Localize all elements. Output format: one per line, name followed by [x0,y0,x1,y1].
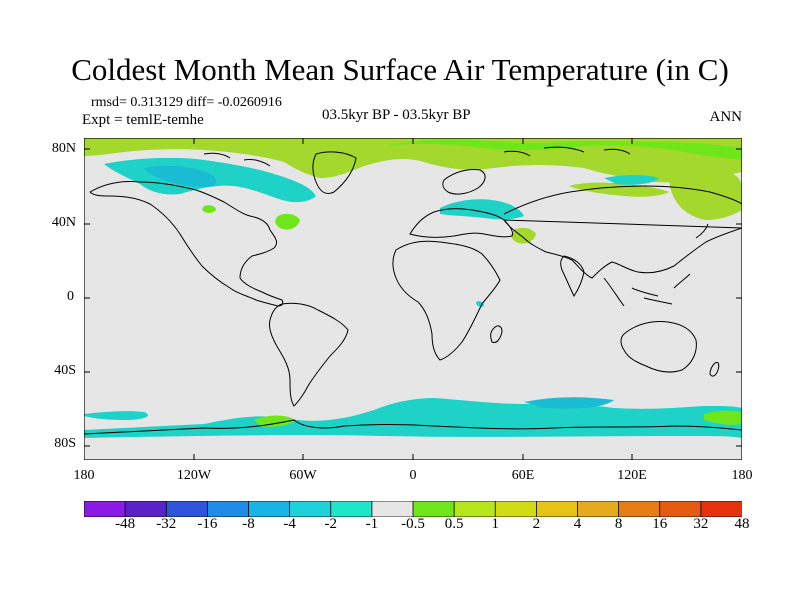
lat-label-40s: 40S [54,363,76,378]
lon-label-60e: 60E [511,468,535,483]
canada-cold-anomaly [144,165,217,187]
lat-label-80s: 80S [54,436,76,451]
colorbar-label: -8 [242,516,255,532]
lon-label-60w: 60W [289,468,317,483]
colorbar-swatch [700,501,742,517]
colorbar-label: 4 [573,516,582,532]
map-title: Coldest Month Mean Surface Air Temperatu… [71,52,729,87]
colorbar-swatch [659,501,702,517]
antarctic-warm-anomaly [254,415,296,427]
colorbar-label: 8 [614,516,623,532]
lon-label-180e: 180 [731,468,753,483]
lon-label-0: 0 [409,468,417,483]
arctic-warm-anomaly [84,138,742,183]
africa-coast [392,240,501,361]
south-america-coast [269,302,349,407]
lon-label-120w: 120W [176,468,212,483]
ross-sea-cold-anomaly [84,411,148,420]
asia-cold-anomaly [604,175,659,185]
colorbar-swatch [248,501,291,517]
lon-label-180w: 180 [73,468,95,483]
colorbar-swatch [535,501,579,517]
arctic-warm-anomaly-2 [384,139,742,160]
colorbar-label: -0.5 [401,516,425,532]
se-asia-coast [603,223,709,307]
lat-label-40n: 40N [51,215,76,230]
colorbar-label: -32 [156,516,177,532]
coastlines [84,146,742,435]
new-zealand-coast [709,361,720,377]
colorbar-swatch [84,501,127,517]
colorbar-swatch [165,501,209,517]
mideast-warm-anomaly [511,227,536,244]
colorbar-label: 32 [693,516,709,532]
colorbar-label: -16 [197,516,218,532]
experiment-label: Expt = temlE-temhe [82,112,204,128]
australia-coast [620,321,697,373]
colorbar-label: 48 [734,516,750,532]
greenland-coast [312,151,357,195]
colorbar-swatch [206,501,250,517]
colorbar-label: -2 [324,516,338,532]
southern-ocean-cold-anomaly-2 [524,397,614,409]
atlantic-warm-anomaly [202,205,216,213]
colorbar-swatch [453,501,497,517]
canada-warm-anomaly [275,213,300,230]
colorbar-swatch [289,501,332,517]
colorbar-swatch [577,501,620,517]
siberia-warm-anomaly [668,167,742,220]
antarctic-interior [84,435,742,460]
stats-text: rmsd= 0.313129 diff= -0.0260916 [91,95,282,110]
arctic-islands [203,146,631,167]
colorbar-label: -48 [115,516,136,532]
colorbar-swatch [371,501,414,517]
period-label: 03.5kyr BP - 03.5kyr BP [322,107,471,123]
colorbar-swatch [618,501,661,517]
colorbar-swatch [494,501,538,517]
colorbar-label: 2 [532,516,541,532]
eurasia-warm-anomaly [569,182,669,197]
colorbar-label: -4 [283,516,296,532]
madagascar-coast [490,325,503,343]
colorbar-swatch [330,501,373,517]
colorbar-label: 1 [491,516,500,532]
antarctica-coast [84,419,742,435]
colorbar [84,501,742,517]
lon-label-120e: 120E [617,468,647,483]
temperature-map [84,138,742,460]
lat-label-80n: 80N [51,141,76,156]
lon-axis [193,138,633,460]
europe-cold-anomaly [440,199,524,220]
season-label: ANN [709,109,743,125]
colorbar-label: 0.5 [444,516,464,532]
antarctic-warm-anomaly-2 [704,410,742,425]
colorbar-swatch [124,501,168,517]
lat-axis [84,148,742,447]
colorbar-label: -1 [365,516,379,532]
lat-label-0: 0 [67,289,74,304]
asia-coast [503,185,742,279]
colorbar-label: 16 [652,516,668,532]
scandinavia-coast [442,169,486,195]
africa-cold-anomaly [476,301,484,307]
india-coast [560,255,585,297]
colorbar-swatch [412,501,456,517]
north-america-coast [89,181,284,307]
europe-coast [409,208,513,238]
